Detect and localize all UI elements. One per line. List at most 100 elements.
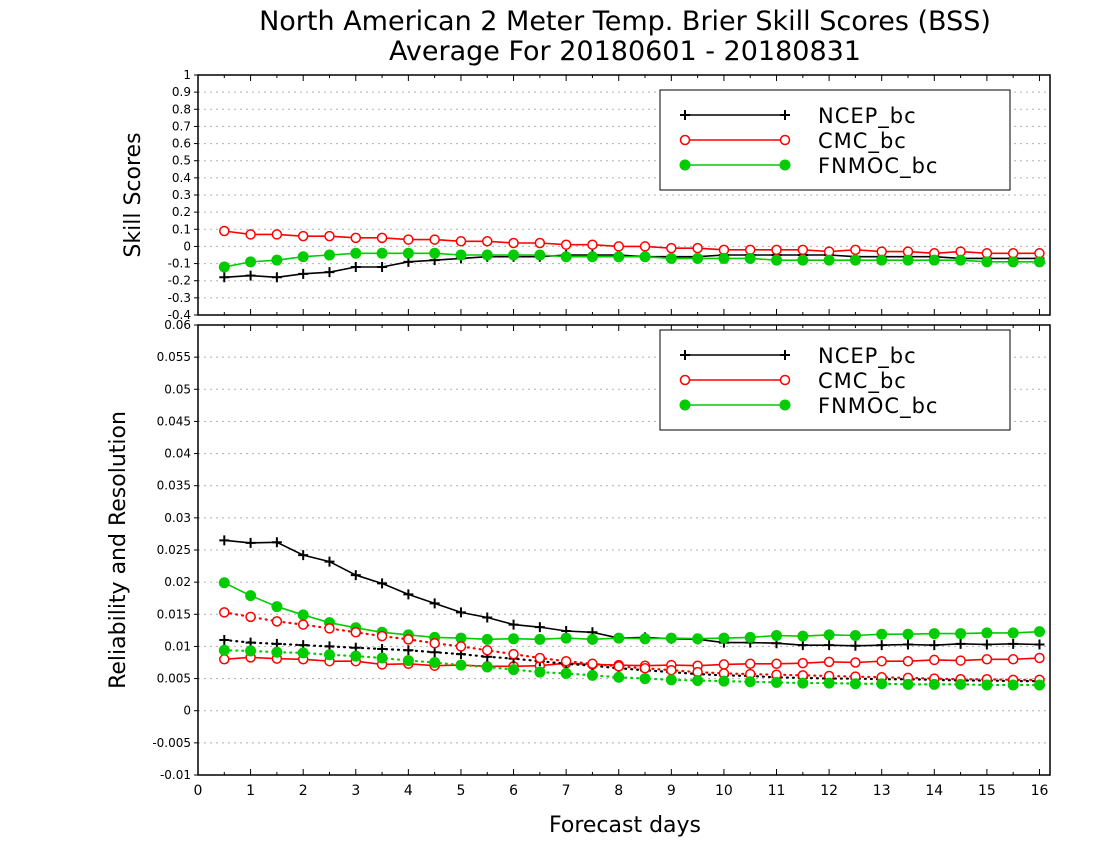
data-point [692,675,704,686]
plot-frame [197,324,1051,776]
data-point [744,631,756,643]
data-point [245,229,256,240]
data-point [955,678,967,690]
data-point [245,611,256,623]
data-point [560,239,572,250]
data-point [219,654,230,665]
data-point [797,254,809,266]
data-point [350,247,362,259]
y-tick-label: 0.025 [157,543,191,557]
data-point [1033,679,1045,691]
series-line [223,638,1041,683]
data-point [297,647,309,659]
x-tick-label: 16 [1031,783,1049,799]
data-point [718,252,730,264]
data-point [981,627,993,639]
data-point [218,261,230,273]
y-tick-label: -0.01 [160,768,191,782]
data-point [771,630,783,641]
x-tick-label: 0 [194,783,203,799]
data-point [1007,627,1019,639]
data-point [928,678,940,690]
data-point [666,242,677,254]
series-line [223,539,1041,647]
chart-title: North American 2 Meter Temp. Brier Skill… [259,6,991,37]
data-point [797,630,809,642]
y-tick-label: 0.055 [157,350,191,364]
data-point [850,657,861,668]
data-point [323,249,335,261]
data-point [350,650,362,662]
data-point [771,254,783,266]
y-tick-label: 0.045 [157,414,191,428]
data-point [324,556,335,567]
data-point [455,641,467,652]
data-point [849,254,861,266]
data-point [218,644,230,656]
skill-scores-panel: 1 0.9 0.8 0.7 0.6 0.5 0.4 0.3 0.2 0.1 0 -0.1 -0.2 -0.… [121,68,1051,322]
data-point [1034,639,1045,650]
y-tick-label: 0.04 [164,447,191,461]
data-point [876,254,888,266]
data-point [771,244,782,256]
x-tick-label: 4 [404,783,413,799]
data-point [639,663,651,674]
data-point [429,637,440,649]
y-tick-label: 0.6 [172,137,191,151]
y-tick-label: 1 [183,68,191,82]
y-tick-label: 0 [183,704,191,718]
data-point [508,249,520,261]
data-point [455,236,467,247]
data-point [376,652,388,664]
data-point [219,607,230,618]
data-point [481,633,493,645]
data-point [639,673,651,685]
x-tick-label: 3 [351,783,360,799]
y-tick-label: 0.05 [164,382,191,396]
data-point [350,570,361,581]
data-point [508,648,519,660]
data-point [271,254,283,266]
y-tick-label: 0.02 [164,575,191,589]
data-point [718,632,730,644]
data-point [219,272,230,283]
data-point [876,678,888,690]
data-point [560,251,572,263]
data-point [534,237,546,249]
x-tick-label: 10 [715,783,733,799]
legend-label: CMC_bc [818,369,907,394]
data-point [350,262,361,272]
data-point [823,656,835,668]
y-tick-label: 0.5 [172,154,191,168]
series-line [223,581,1041,641]
data-point [586,251,598,263]
data-point [429,234,440,245]
reliability-resolution-panel: 0.06 0.055 0.05 0.045 0.04 0.035 0.03 0.025 0.02… [106,318,1051,782]
data-point [1033,626,1045,638]
data-point [1007,256,1019,268]
data-point [324,267,335,278]
data-point [297,609,309,621]
data-point [402,655,414,667]
data-point [718,659,730,670]
data-point [376,630,388,642]
y-tick-label: -0.1 [168,257,191,271]
data-point [692,242,703,254]
legend-marker [780,110,790,120]
data-point [508,619,519,630]
data-point [403,589,414,600]
data-point [245,270,256,281]
y-tick-label: 0.2 [172,205,191,219]
series-unlabeled-dotted [218,644,1045,691]
data-point [665,674,677,686]
data-point [245,645,257,657]
data-point [429,247,441,259]
series-line [223,656,1041,668]
data-point [928,628,940,640]
data-point [823,629,835,641]
data-point [297,251,309,263]
x-tick-label: 1 [246,783,255,799]
series-CMC_bc-solid [219,225,1045,259]
data-point [850,244,861,256]
legend-marker [679,374,691,386]
